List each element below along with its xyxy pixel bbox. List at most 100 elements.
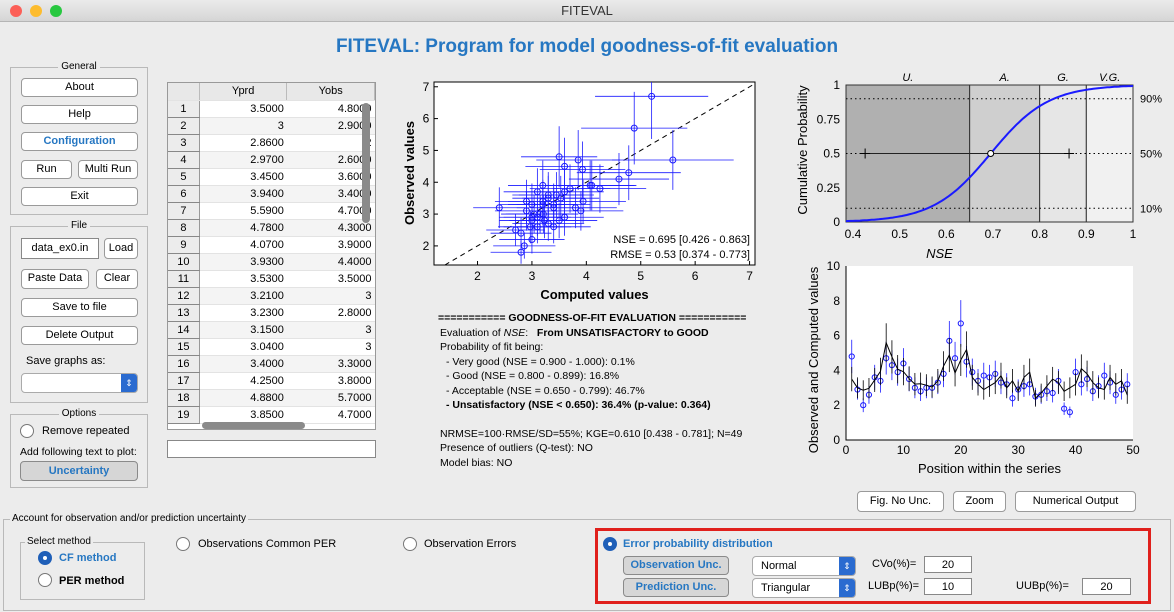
row-number[interactable]: 14: [168, 321, 200, 339]
cell-yobs[interactable]: 3.5000: [286, 270, 375, 288]
observation-unc-button[interactable]: Observation Unc.: [623, 556, 729, 575]
delete-output-button[interactable]: Delete Output: [21, 326, 138, 345]
cell-yobs[interactable]: 3.4000: [286, 185, 375, 203]
cell-yobs[interactable]: 5.7000: [286, 389, 375, 407]
table-row[interactable]: 2 3 2.9000: [168, 117, 375, 135]
cell-yprd[interactable]: 5.5900: [199, 202, 287, 220]
cell-yobs[interactable]: 4.7000: [286, 202, 375, 220]
table-text-field[interactable]: [167, 440, 376, 458]
row-number[interactable]: 10: [168, 253, 200, 271]
cell-yprd[interactable]: 3.9300: [199, 253, 287, 271]
prediction-unc-button[interactable]: Prediction Unc.: [623, 578, 729, 597]
row-number[interactable]: 17: [168, 372, 200, 390]
table-row[interactable]: 4 2.9700 2.6000: [168, 151, 375, 169]
table-row[interactable]: 18 4.8800 5.7000: [168, 389, 375, 407]
help-button[interactable]: Help: [21, 105, 138, 124]
column-header-yobs[interactable]: Yobs: [286, 83, 375, 101]
clear-button[interactable]: Clear: [96, 269, 138, 289]
maximize-window-button[interactable]: [50, 5, 62, 17]
observation-errors-radio[interactable]: [403, 537, 417, 551]
table-row[interactable]: 12 3.2100 3: [168, 287, 375, 305]
save-to-file-button[interactable]: Save to file: [21, 298, 138, 317]
row-number[interactable]: 19: [168, 406, 200, 424]
paste-data-button[interactable]: Paste Data: [21, 269, 89, 289]
cell-yprd[interactable]: 3.2100: [199, 287, 287, 305]
cell-yprd[interactable]: 3.0400: [199, 338, 287, 356]
cell-yprd[interactable]: 3.5000: [199, 100, 287, 118]
uncertainty-button[interactable]: Uncertainty: [20, 461, 138, 481]
cell-yprd[interactable]: 4.7800: [199, 219, 287, 237]
multi-run-button[interactable]: Multi Run: [78, 160, 138, 179]
lubp-input[interactable]: 10: [924, 578, 972, 595]
cell-yobs[interactable]: 3: [286, 338, 375, 356]
error-distribution-radio[interactable]: [603, 537, 617, 551]
row-number[interactable]: 16: [168, 355, 200, 373]
row-number[interactable]: 8: [168, 219, 200, 237]
horizontal-scrollbar[interactable]: [202, 422, 305, 429]
table-row[interactable]: 7 5.5900 4.7000: [168, 202, 375, 220]
row-number[interactable]: 15: [168, 338, 200, 356]
vertical-scrollbar[interactable]: [362, 103, 370, 223]
cell-yprd[interactable]: 3: [199, 117, 287, 135]
row-number[interactable]: 18: [168, 389, 200, 407]
remove-repeated-radio[interactable]: [20, 424, 34, 438]
prediction-distribution-select[interactable]: Triangular ⇕: [752, 578, 856, 598]
cell-yprd[interactable]: 3.4500: [199, 168, 287, 186]
row-number[interactable]: 5: [168, 168, 200, 186]
table-row[interactable]: 8 4.7800 4.3000: [168, 219, 375, 237]
cell-yprd[interactable]: 2.9700: [199, 151, 287, 169]
cf-method-radio[interactable]: [38, 551, 52, 565]
save-graphs-select[interactable]: ⇕: [21, 373, 138, 393]
table-row[interactable]: 19 3.8500 4.7000: [168, 406, 375, 424]
filename-input[interactable]: data_ex0.in: [21, 238, 99, 259]
table-row[interactable]: 6 3.9400 3.4000: [168, 185, 375, 203]
cell-yobs[interactable]: 2.9000: [286, 117, 375, 135]
cell-yobs[interactable]: 4.3000: [286, 219, 375, 237]
cell-yobs[interactable]: 3.9000: [286, 236, 375, 254]
table-row[interactable]: 5 3.4500 3.6000: [168, 168, 375, 186]
zoom-button[interactable]: Zoom: [953, 491, 1006, 512]
table-row[interactable]: 11 3.5300 3.5000: [168, 270, 375, 288]
run-button[interactable]: Run: [21, 160, 72, 179]
cell-yobs[interactable]: 4.4000: [286, 253, 375, 271]
table-row[interactable]: 13 3.2300 2.8000: [168, 304, 375, 322]
table-row[interactable]: 17 4.2500 3.8000: [168, 372, 375, 390]
row-number[interactable]: 12: [168, 287, 200, 305]
cell-yprd[interactable]: 4.2500: [199, 372, 287, 390]
table-row[interactable]: 1 3.5000 4.8000: [168, 100, 375, 118]
fig-no-unc-button[interactable]: Fig. No Unc.: [857, 491, 944, 512]
load-button[interactable]: Load: [104, 238, 138, 259]
uubp-input[interactable]: 20: [1082, 578, 1131, 595]
table-row[interactable]: 32.86002: [168, 134, 375, 152]
row-number[interactable]: 1: [168, 100, 200, 118]
numerical-output-button[interactable]: Numerical Output: [1015, 491, 1136, 512]
table-row[interactable]: 16 3.4000 3.3000: [168, 355, 375, 373]
cell-yprd[interactable]: 4.0700: [199, 236, 287, 254]
close-window-button[interactable]: [10, 5, 22, 17]
about-button[interactable]: About: [21, 78, 138, 97]
cell-yprd[interactable]: 3.2300: [199, 304, 287, 322]
cell-yobs[interactable]: 3: [286, 321, 375, 339]
cell-yprd[interactable]: 3.4000: [199, 355, 287, 373]
minimize-window-button[interactable]: [30, 5, 42, 17]
cell-yprd[interactable]: 3.1500: [199, 321, 287, 339]
cell-yprd[interactable]: 4.8800: [199, 389, 287, 407]
cell-yobs[interactable]: 3.8000: [286, 372, 375, 390]
row-number[interactable]: 2: [168, 117, 200, 135]
cell-yprd[interactable]: 2.8600: [199, 134, 287, 152]
cell-yprd[interactable]: 3.9400: [199, 185, 287, 203]
table-row[interactable]: 9 4.0700 3.9000: [168, 236, 375, 254]
cell-yobs[interactable]: 4.7000: [286, 406, 375, 424]
cell-yprd[interactable]: 3.5300: [199, 270, 287, 288]
row-number[interactable]: 13: [168, 304, 200, 322]
cvo-input[interactable]: 20: [924, 556, 972, 573]
row-number[interactable]: 7: [168, 202, 200, 220]
observations-common-per-radio[interactable]: [176, 537, 190, 551]
cell-yobs[interactable]: 3: [286, 287, 375, 305]
observation-distribution-select[interactable]: Normal ⇕: [752, 556, 856, 576]
row-number[interactable]: 4: [168, 151, 200, 169]
row-number[interactable]: 11: [168, 270, 200, 288]
row-number[interactable]: 6: [168, 185, 200, 203]
exit-button[interactable]: Exit: [21, 187, 138, 206]
row-number[interactable]: 3: [168, 134, 200, 152]
